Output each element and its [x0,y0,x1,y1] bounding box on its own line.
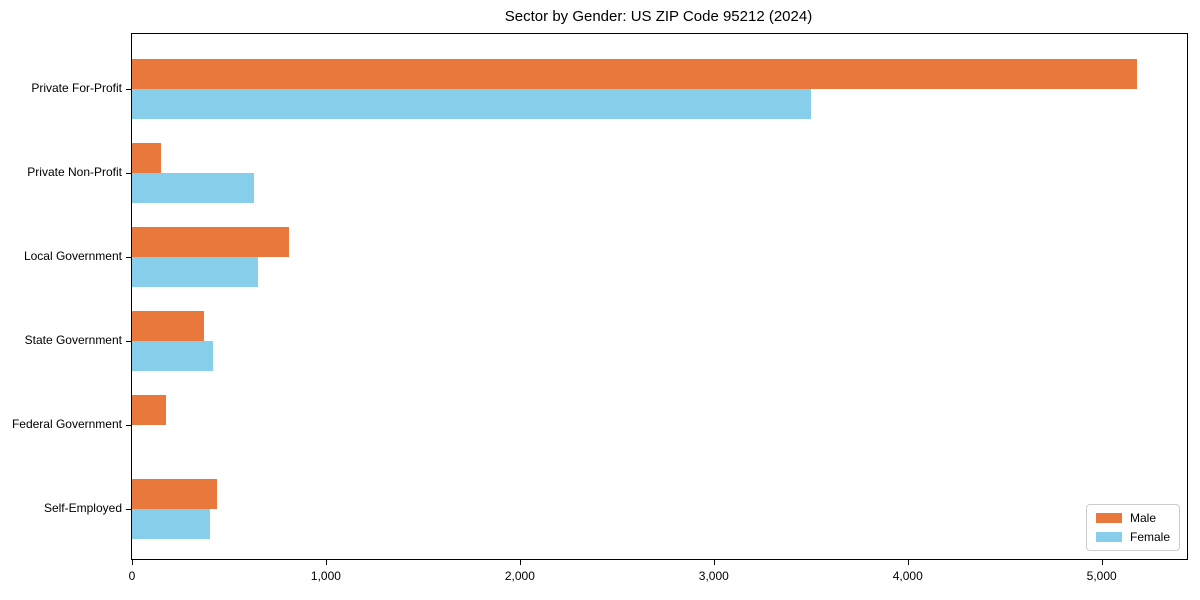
x-tick-mark [713,560,715,565]
x-axis-label: 0 [128,569,136,583]
x-axis-label: 3,000 [698,569,729,583]
legend: Male Female [1085,504,1180,551]
y-axis-label: Private Non-Profit [27,165,122,179]
bar-female [132,257,259,287]
x-axis-label: 1,000 [310,569,341,583]
y-axis-label: Private For-Profit [31,81,122,95]
y-axis-label: Federal Government [11,417,122,431]
x-tick-mark [1101,560,1103,565]
y-tick-mark [126,509,131,510]
legend-item-female: Female [1095,530,1170,544]
legend-label-male: Male [1129,511,1156,525]
bar-female [132,89,811,119]
bar-female [132,173,255,203]
bar-female [132,509,210,539]
y-tick-mark [126,89,131,90]
x-tick-mark [325,560,327,565]
male-color-swatch [1095,513,1122,523]
y-tick-mark [126,173,131,174]
y-axis-label: Local Government [23,249,122,263]
x-axis-label: 2,000 [504,569,535,583]
chart-title: Sector by Gender: US ZIP Code 95212 (202… [504,8,813,25]
bar-male [132,227,290,257]
bar-female [132,341,214,371]
bar-male [132,479,218,509]
x-tick-mark [907,560,909,565]
bar-male [132,311,204,341]
x-axis-label: 5,000 [1086,569,1117,583]
legend-item-male: Male [1095,511,1170,525]
bar-male [132,59,1137,89]
x-axis-label: 4,000 [892,569,923,583]
x-tick-mark [519,560,521,565]
bar-male [132,395,166,425]
y-axis-label: State Government [24,333,122,347]
female-color-swatch [1095,532,1122,542]
y-tick-mark [126,341,131,342]
y-axis-label: Self-Employed [43,501,122,515]
bar-male [132,143,162,173]
y-tick-mark [126,425,131,426]
y-tick-mark [126,257,131,258]
legend-label-female: Female [1129,530,1170,544]
plot-area: Male Female Private For-Profit Private No… [12,33,1188,583]
x-tick-mark [132,560,133,565]
